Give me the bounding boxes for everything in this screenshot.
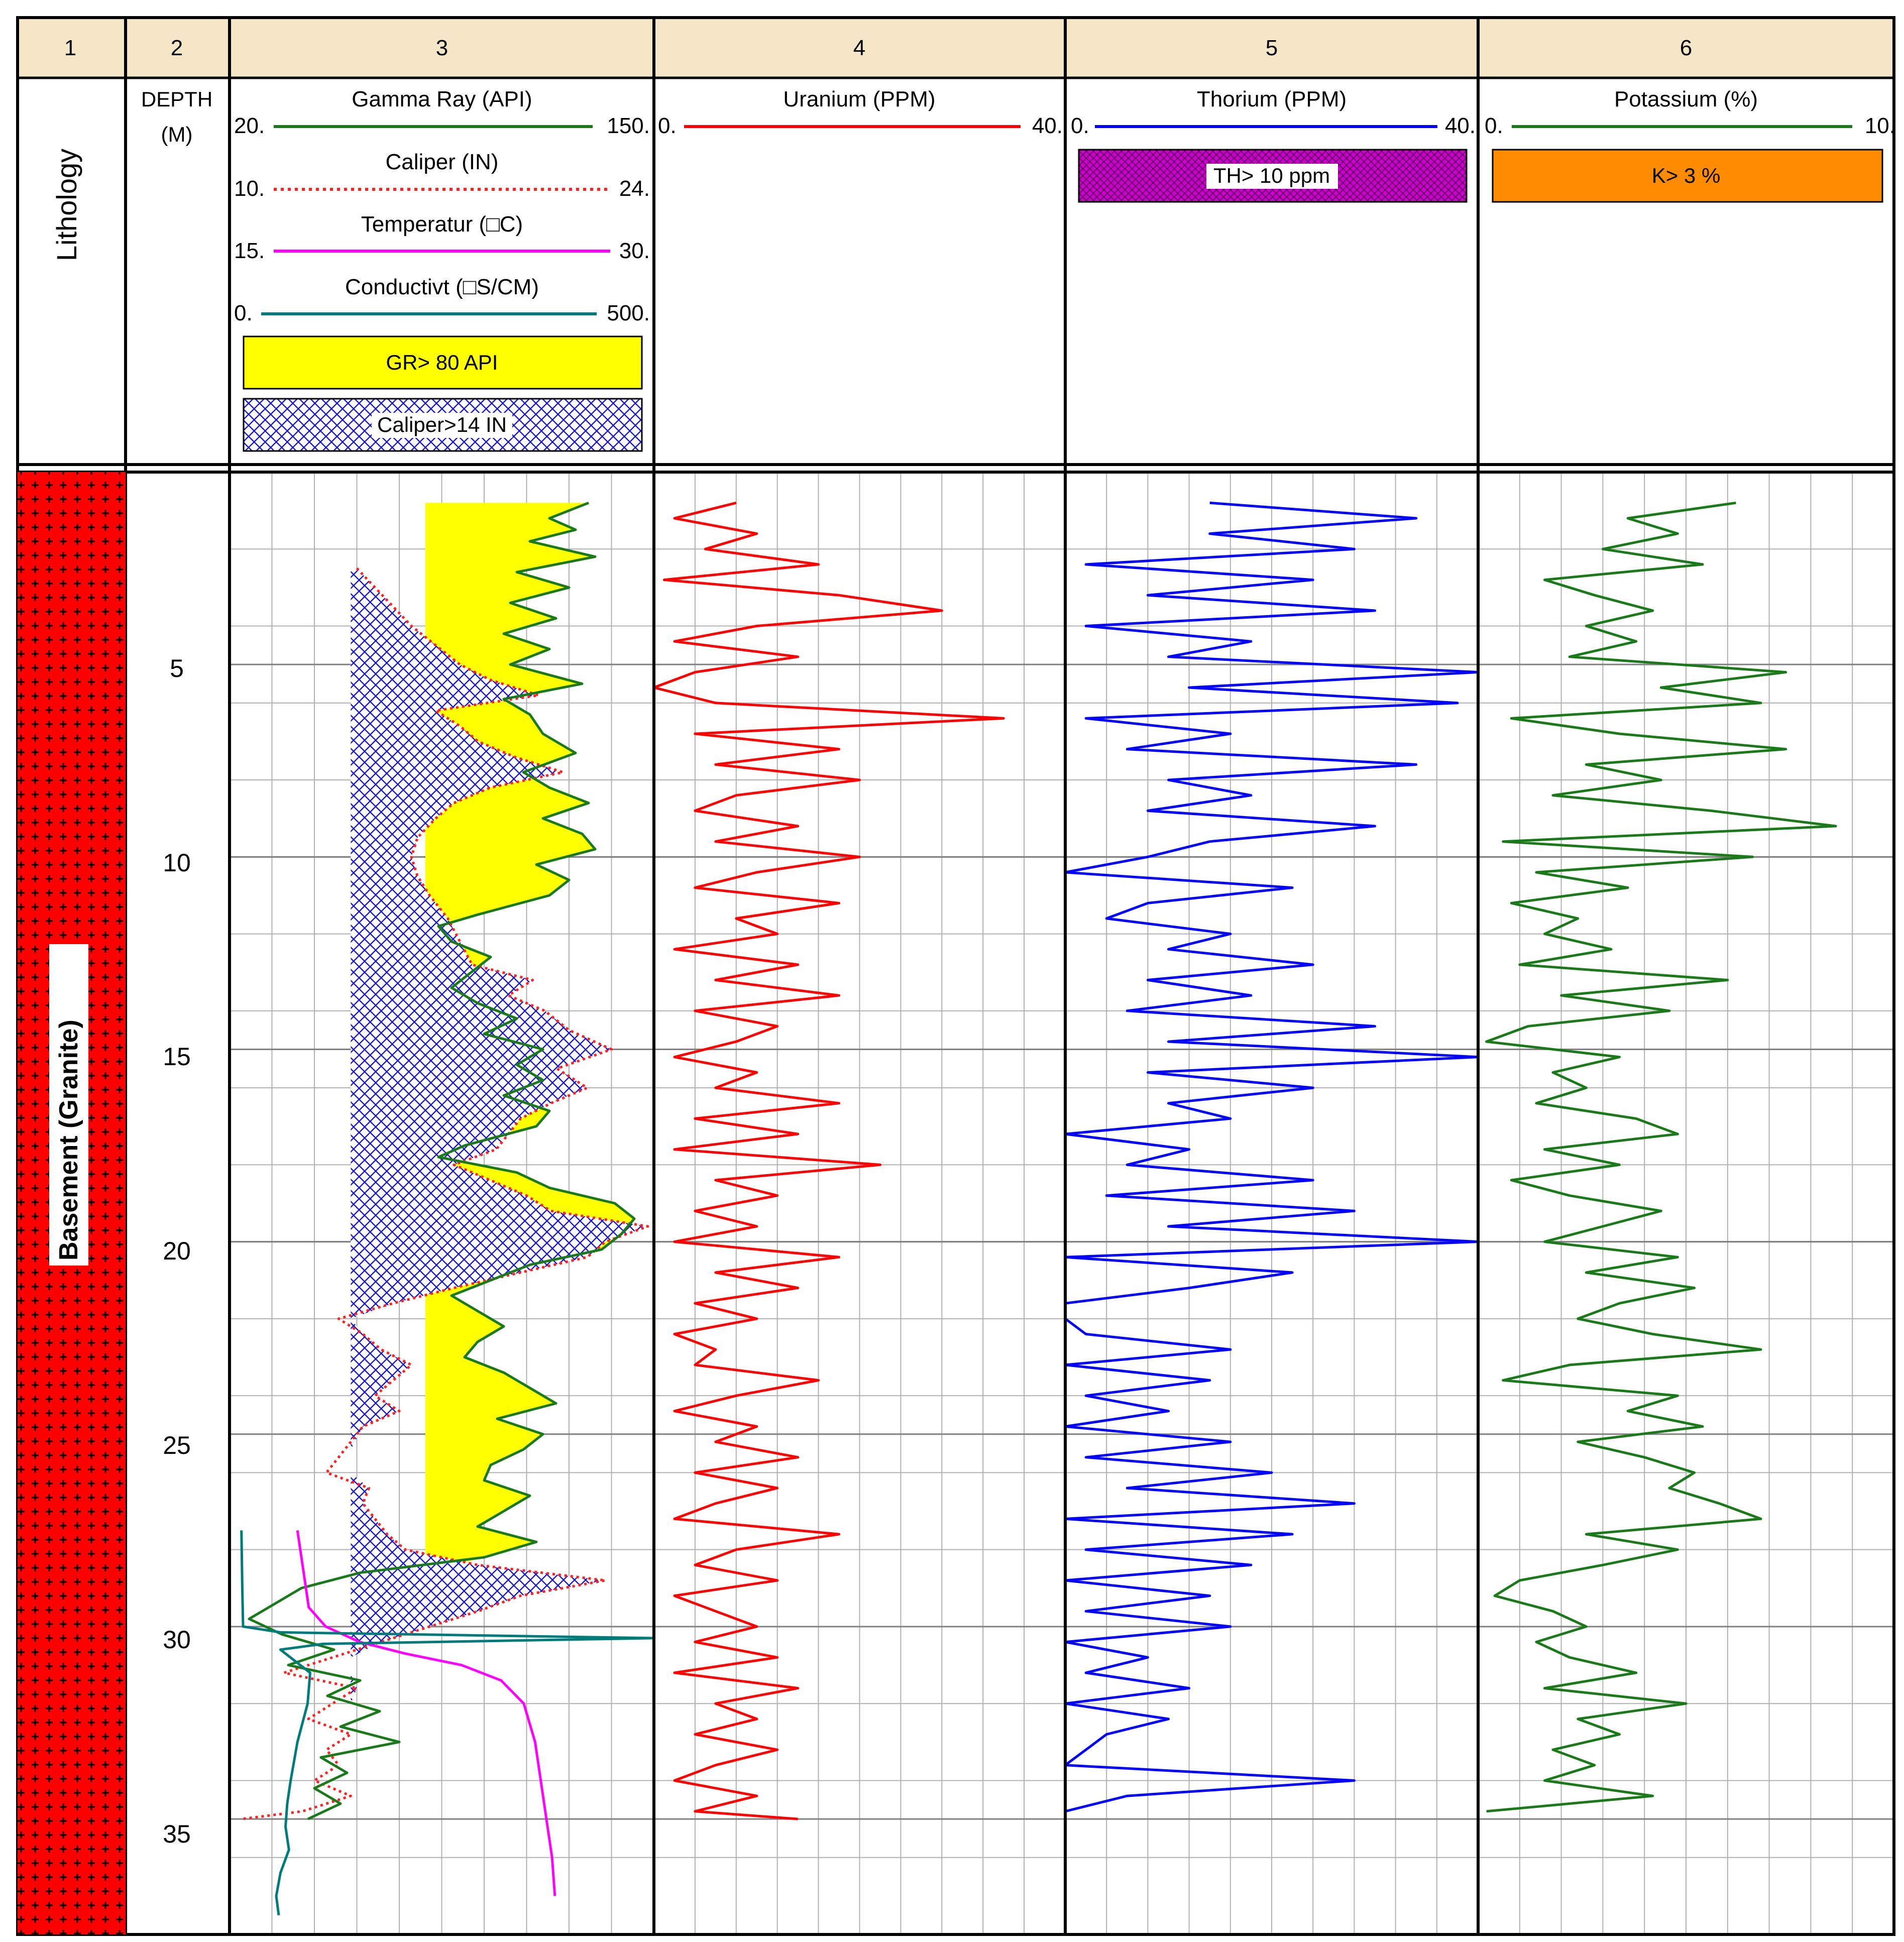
depth-header-line1: DEPTH xyxy=(141,87,212,111)
uranium-legend-title: Uranium (PPM) xyxy=(783,87,935,111)
potassium-fill-legend-label: K> 3 % xyxy=(1652,164,1721,187)
depth-tick-35: 35 xyxy=(163,1820,191,1848)
lithology-label-bg xyxy=(49,944,88,1266)
depth-tick-25: 25 xyxy=(163,1431,191,1459)
caliper-legend-min: 10. xyxy=(234,176,265,201)
uranium-legend-min: 0. xyxy=(658,113,677,138)
caliper-fill-legend-box xyxy=(243,398,643,452)
track-number-2: 2 xyxy=(171,36,183,60)
conductivity-legend-min: 0. xyxy=(234,301,253,325)
depth-tick-10: 10 xyxy=(163,849,191,877)
temperature-legend-min: 15. xyxy=(234,239,265,263)
lithology-header: Lithology xyxy=(51,149,82,261)
depth-tick-20: 20 xyxy=(163,1237,191,1265)
track-number-1: 1 xyxy=(64,36,76,60)
gamma-legend-title: Gamma Ray (API) xyxy=(352,87,532,111)
uranium-curve xyxy=(652,501,1005,1820)
potassium-fill xyxy=(1603,503,1836,1811)
caliper-fill xyxy=(351,568,648,1819)
gamma-curve xyxy=(248,501,636,1820)
uranium-legend-max: 40. xyxy=(1032,113,1063,138)
potassium-fill-legend-box xyxy=(1492,149,1883,203)
track-number-3: 3 xyxy=(436,36,448,60)
conductivity-legend-title: Conductivt (□S/CM) xyxy=(345,275,539,299)
thorium-curve xyxy=(1064,501,1480,1813)
gr-fill xyxy=(425,503,634,1819)
thorium-fill-legend-label-bg xyxy=(1206,164,1338,189)
potassium-legend-title: Potassium (%) xyxy=(1614,87,1758,111)
depth-axis: 5 10 15 20 25 30 35 xyxy=(163,654,191,1848)
fills-layer xyxy=(351,503,1836,1819)
thorium-legend-min: 0. xyxy=(1071,113,1089,138)
gr-fill-legend-label: GR> 80 API xyxy=(386,351,498,374)
caliper-fill-legend-label-bg xyxy=(372,413,512,438)
track-number-5: 5 xyxy=(1266,36,1278,60)
temperature-curve xyxy=(296,1530,556,1896)
gamma-legend-min: 20. xyxy=(234,113,265,138)
caliper-legend-max: 24. xyxy=(619,176,650,201)
track-number-row: 1 2 3 4 5 6 xyxy=(64,36,1692,60)
caliper-fill-legend-label: Caliper>14 IN xyxy=(377,413,507,436)
thorium-fill-legend-label: TH> 10 ppm xyxy=(1213,164,1330,187)
track-number-6: 6 xyxy=(1680,36,1692,60)
depth-header-line2: (M) xyxy=(161,123,193,146)
conductivity-curve xyxy=(240,1530,655,1916)
caliper-legend-title: Caliper (IN) xyxy=(386,150,499,174)
depth-tick-5: 5 xyxy=(170,654,184,682)
temperature-legend-max: 30. xyxy=(619,239,650,263)
potassium-legend-max: 10. xyxy=(1865,113,1895,138)
track-number-band xyxy=(18,18,1894,78)
frame-layer xyxy=(16,16,1895,1936)
conductivity-legend-max: 500. xyxy=(607,301,650,325)
temperature-legend-title: Temperatur (□C) xyxy=(361,212,523,237)
potassium-legend-min: 0. xyxy=(1485,113,1503,138)
track-number-4: 4 xyxy=(853,36,865,60)
thorium-legend-title: Thorium (PPM) xyxy=(1197,87,1347,111)
lithology-column: Basement (Granite) xyxy=(18,472,126,1934)
gamma-legend-max: 150. xyxy=(607,113,650,138)
depth-tick-15: 15 xyxy=(163,1043,191,1071)
gr-fill-legend-box xyxy=(243,335,643,390)
depth-tick-30: 30 xyxy=(163,1626,191,1654)
header-area: Lithology DEPTH (M) Gamma Ray (API) 20. … xyxy=(51,87,1895,452)
curves-layer xyxy=(240,501,1837,1916)
caliper-curve xyxy=(241,567,649,1820)
lithology-label: Basement (Granite) xyxy=(54,1019,83,1261)
potassium-curve xyxy=(1485,501,1837,1813)
thorium-legend-max: 40. xyxy=(1445,113,1476,138)
thorium-fill xyxy=(1169,503,1479,1811)
